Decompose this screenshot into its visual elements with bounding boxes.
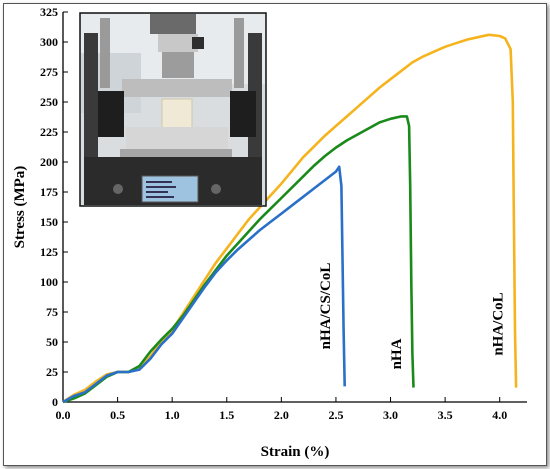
y-axis-title: Stress (MPa) <box>12 166 28 249</box>
series-line-nha-cs-col <box>62 165 346 404</box>
controller-screen <box>141 175 199 203</box>
y-tick-label: 300 <box>40 35 58 49</box>
axis-ticks: 0.0 0.5 1.0 1.5 2.0 2.5 3.0 3.5 4.0 0 25 50 75 100 125… <box>40 5 507 422</box>
y-tick-label: 200 <box>40 155 58 169</box>
series-label-nha-cs-col: nHA/CS/CoL <box>318 263 334 350</box>
y-tick-label: 50 <box>46 335 58 349</box>
y-tick-label: 275 <box>40 65 58 79</box>
y-tick-label: 325 <box>40 5 58 19</box>
sample-scaffold <box>161 98 193 130</box>
y-tick-label: 0 <box>52 395 58 409</box>
x-tick-label: 1.5 <box>219 408 234 422</box>
y-tick-label: 225 <box>40 125 58 139</box>
y-tick-label: 175 <box>40 185 58 199</box>
y-tick-label: 125 <box>40 245 58 259</box>
inset-photo <box>79 12 267 207</box>
series-label-nha-col: nHA/CoL <box>491 292 507 355</box>
y-tick-label: 75 <box>46 305 58 319</box>
x-tick-label: 2.0 <box>274 408 289 422</box>
x-tick-label: 3.5 <box>438 408 453 422</box>
series-lines <box>62 33 518 404</box>
y-tick-label: 250 <box>40 95 58 109</box>
series-label-nha: nHA <box>389 338 405 369</box>
y-tick-label: 100 <box>40 275 58 289</box>
x-tick-label: 1.0 <box>165 408 180 422</box>
y-tick-label: 150 <box>40 215 58 229</box>
x-tick-label: 2.5 <box>328 408 343 422</box>
series-line-nha-col <box>62 33 518 404</box>
y-tick-label: 25 <box>46 365 58 379</box>
x-tick-label: 0.0 <box>56 408 71 422</box>
x-tick-label: 0.5 <box>110 408 125 422</box>
x-tick-label: 3.0 <box>383 408 398 422</box>
x-axis-title: Strain (%) <box>261 444 330 460</box>
x-tick-label: 4.0 <box>492 408 507 422</box>
